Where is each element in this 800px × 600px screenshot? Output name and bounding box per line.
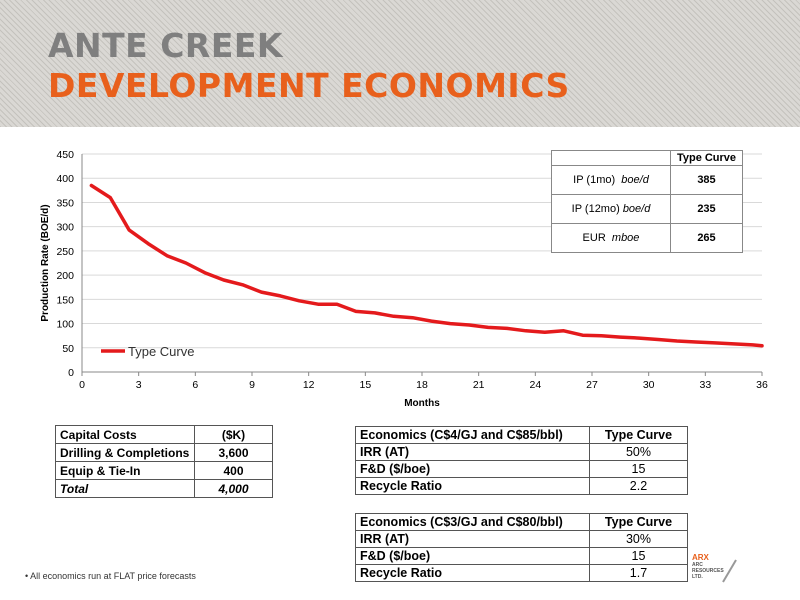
- capital-costs-table: Capital Costs ($K) Drilling & Completion…: [55, 425, 273, 498]
- x-tick-label: 9: [249, 379, 255, 391]
- title-line-2: DEVELOPMENT ECONOMICS: [48, 66, 570, 105]
- gridlines: [82, 153, 762, 349]
- footnote: • All economics run at FLAT price foreca…: [25, 571, 196, 581]
- logo-subtitle: ARC RESOURCES LTD.: [692, 562, 724, 580]
- y-tick-labels: 0 50 100 150 200 250 300 350 400 450: [56, 149, 74, 379]
- capital-row-value: 400: [194, 461, 273, 480]
- economics-header-label: Economics (C$4/GJ and C$85/bbl): [355, 426, 590, 444]
- y-tick-label: 450: [56, 149, 74, 161]
- title-line-1: ANTE CREEK: [48, 26, 283, 65]
- type-curve-row-label: IP (12mo) boe/d: [551, 194, 671, 224]
- y-tick-label: 300: [56, 222, 74, 234]
- y-tick-label: 0: [68, 367, 74, 379]
- capital-row-label: Drilling & Completions: [55, 443, 195, 462]
- y-tick-label: 50: [62, 343, 74, 355]
- logo-name: ARX: [692, 553, 709, 562]
- x-axis-label: Months: [404, 398, 440, 409]
- economics-row-value: 2.2: [589, 477, 688, 495]
- capital-header-label: Capital Costs: [55, 425, 195, 444]
- economics-table-2: Economics (C$3/GJ and C$80/bbl) Type Cur…: [355, 513, 688, 582]
- series-line-type-curve: [89, 183, 764, 348]
- capital-row-label: Equip & Tie-In: [55, 461, 195, 480]
- type-curve-metric: EUR: [582, 232, 606, 244]
- x-tick-label: 24: [529, 379, 541, 391]
- type-curve-row-value: 235: [670, 194, 743, 224]
- economics-row-value: 50%: [589, 443, 688, 461]
- type-curve-table: Type Curve IP (1mo) boe/d 385 IP (12mo) …: [551, 150, 743, 253]
- type-curve-table-corner: [551, 150, 671, 166]
- x-tick-label: 12: [303, 379, 315, 391]
- type-curve-unit: boe/d: [621, 174, 649, 186]
- y-tick-label: 250: [56, 246, 74, 258]
- y-tick-label: 200: [56, 270, 74, 282]
- header-banner: ANTE CREEK DEVELOPMENT ECONOMICS: [0, 0, 800, 127]
- x-tick-label: 36: [756, 379, 768, 391]
- economics-row-value: 15: [589, 460, 688, 478]
- y-tick-label: 400: [56, 173, 74, 185]
- economics-row-label: IRR (AT): [355, 530, 590, 548]
- type-curve-row-value: 265: [670, 223, 743, 253]
- y-axis-label: Production Rate (BOE/d): [40, 204, 51, 321]
- capital-row-value: 3,600: [194, 443, 273, 462]
- x-tick-labels: 0 3 6 9 12 15 18 21 24 27 30 33 36: [79, 372, 768, 391]
- economics-row-value: 1.7: [589, 564, 688, 582]
- economics-row-label: F&D ($/boe): [355, 460, 590, 478]
- type-curve-row-label: EUR mboe: [551, 223, 671, 253]
- x-tick-label: 27: [586, 379, 598, 391]
- y-tick-label: 150: [56, 294, 74, 306]
- capital-header-unit: ($K): [194, 425, 273, 444]
- x-tick-label: 3: [136, 379, 142, 391]
- type-curve-row-value: 385: [670, 165, 743, 195]
- economics-row-label: IRR (AT): [355, 443, 590, 461]
- x-tick-label: 30: [643, 379, 655, 391]
- capital-total-value: 4,000: [194, 479, 273, 498]
- type-curve-metric: IP (1mo): [573, 174, 616, 186]
- type-curve-row-label: IP (1mo) boe/d: [551, 165, 671, 195]
- x-tick-label: 0: [79, 379, 85, 391]
- legend-label: Type Curve: [128, 344, 194, 359]
- type-curve-metric: IP (12mo): [571, 203, 620, 215]
- economics-row-value: 30%: [589, 530, 688, 548]
- x-tick-label: 21: [473, 379, 485, 391]
- legend: Type Curve: [101, 344, 194, 359]
- x-tick-label: 33: [699, 379, 711, 391]
- x-tick-label: 15: [359, 379, 371, 391]
- economics-header-label: Economics (C$3/GJ and C$80/bbl): [355, 513, 590, 531]
- economics-header-value: Type Curve: [589, 513, 688, 531]
- economics-row-label: F&D ($/boe): [355, 547, 590, 565]
- economics-row-label: Recycle Ratio: [355, 477, 590, 495]
- type-curve-unit: mboe: [611, 232, 640, 244]
- x-tick-label: 6: [192, 379, 198, 391]
- production-chart: 0 3 6 9 12 15 18 21 24 27 30 33 36 05010015020025030…: [40, 149, 768, 409]
- logo-slash-icon: [722, 559, 737, 583]
- y-tick-label: 100: [56, 319, 74, 331]
- economics-row-label: Recycle Ratio: [355, 564, 590, 582]
- type-curve-table-header: Type Curve: [670, 150, 743, 166]
- arx-logo: ARX ARC RESOURCES LTD.: [692, 553, 742, 585]
- economics-table-1: Economics (C$4/GJ and C$85/bbl) Type Cur…: [355, 426, 688, 495]
- x-tick-label: 18: [416, 379, 428, 391]
- economics-header-value: Type Curve: [589, 426, 688, 444]
- type-curve-unit: boe/d: [622, 203, 651, 215]
- y-tick-label: 350: [56, 197, 74, 209]
- economics-row-value: 15: [589, 547, 688, 565]
- capital-total-label: Total: [55, 479, 195, 498]
